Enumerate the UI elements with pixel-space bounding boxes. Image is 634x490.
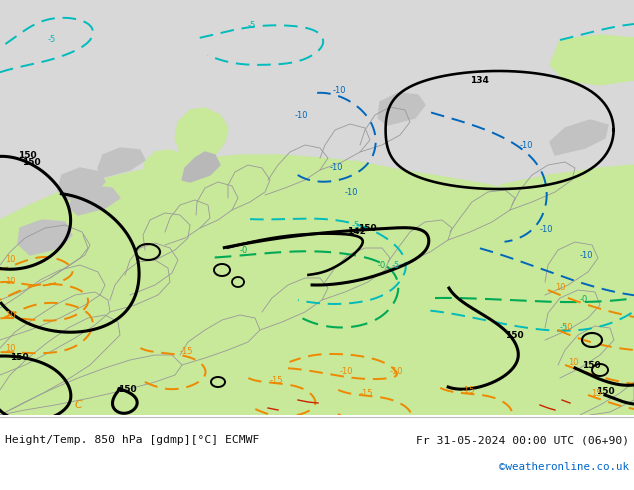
Text: Height/Temp. 850 hPa [gdmp][°C] ECMWF: Height/Temp. 850 hPa [gdmp][°C] ECMWF — [5, 435, 259, 445]
Polygon shape — [175, 108, 228, 165]
Text: -15: -15 — [180, 347, 193, 356]
Text: -5: -5 — [248, 21, 256, 30]
Polygon shape — [182, 152, 220, 182]
Polygon shape — [58, 168, 105, 200]
Text: 150: 150 — [22, 158, 41, 167]
Text: -0: -0 — [240, 246, 249, 255]
Text: 150: 150 — [596, 387, 614, 396]
Text: -15: -15 — [360, 389, 373, 398]
Text: -5: -5 — [48, 35, 56, 44]
Text: -10: -10 — [390, 367, 403, 376]
Text: -0: -0 — [378, 261, 386, 270]
Polygon shape — [378, 93, 425, 125]
Text: 150: 150 — [18, 151, 37, 160]
Polygon shape — [550, 120, 608, 155]
Text: 150: 150 — [118, 385, 136, 394]
Polygon shape — [143, 150, 195, 200]
Text: 15: 15 — [591, 389, 602, 398]
Polygon shape — [0, 155, 634, 415]
Text: -15: -15 — [270, 376, 283, 385]
Text: -5: -5 — [560, 323, 568, 332]
Text: 10: 10 — [5, 255, 15, 264]
Text: 10: 10 — [5, 277, 15, 286]
Text: 10: 10 — [562, 323, 573, 332]
Text: -10: -10 — [345, 188, 358, 197]
Text: 10: 10 — [568, 358, 578, 367]
Text: -5: -5 — [392, 261, 400, 270]
Polygon shape — [70, 186, 120, 215]
Text: -10: -10 — [330, 163, 344, 172]
Text: 134: 134 — [470, 76, 489, 85]
Text: -10: -10 — [520, 141, 533, 150]
Polygon shape — [550, 35, 634, 85]
Polygon shape — [98, 148, 145, 178]
Text: 10: 10 — [5, 344, 15, 353]
Text: Fr 31-05-2024 00:00 UTC (06+90): Fr 31-05-2024 00:00 UTC (06+90) — [416, 435, 629, 445]
Text: -0: -0 — [580, 295, 588, 304]
Text: -10: -10 — [580, 251, 593, 260]
Text: C: C — [75, 400, 83, 410]
Text: -5: -5 — [352, 221, 360, 230]
Text: ©weatheronline.co.uk: ©weatheronline.co.uk — [499, 462, 629, 472]
Text: 10: 10 — [555, 283, 566, 292]
Text: -10: -10 — [540, 225, 553, 234]
Polygon shape — [0, 208, 90, 260]
Polygon shape — [18, 220, 72, 255]
Text: 10: 10 — [5, 311, 15, 320]
Text: -10: -10 — [333, 86, 347, 95]
Text: -10: -10 — [295, 111, 309, 120]
Text: 142: 142 — [347, 227, 366, 236]
Text: 150: 150 — [10, 353, 29, 362]
Text: -10: -10 — [340, 367, 354, 376]
Text: 150: 150 — [505, 331, 524, 340]
Polygon shape — [500, 165, 634, 220]
Text: 150: 150 — [358, 224, 377, 233]
Text: -15: -15 — [462, 386, 476, 395]
Text: 150: 150 — [582, 361, 600, 370]
